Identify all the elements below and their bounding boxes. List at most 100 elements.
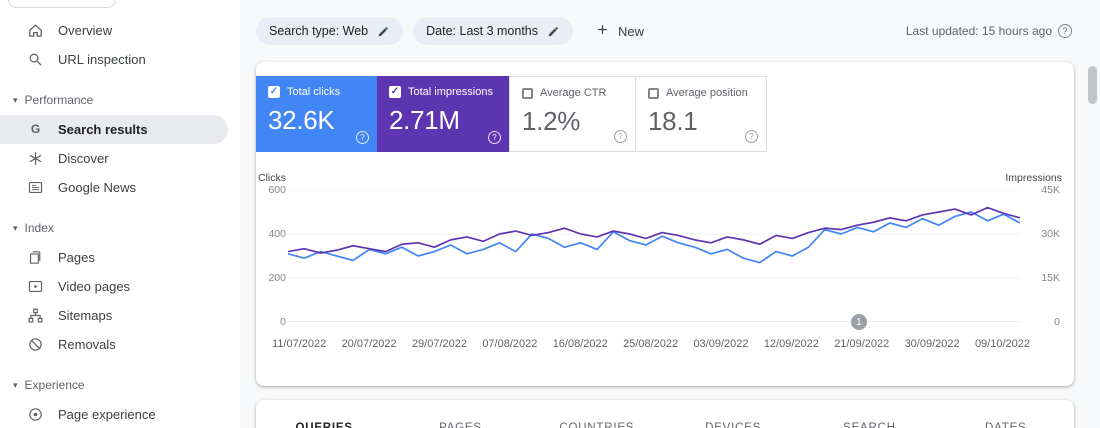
series-line-total-clicks [288,212,1020,263]
sidebar-item-video-pages[interactable]: Video pages [0,272,228,301]
section-label: Index [24,221,54,235]
sidebar-item-label: URL inspection [58,52,146,67]
right-tick-label: 45K [1041,184,1060,196]
right-axis-title: Impressions [1005,172,1062,184]
home-icon [26,22,44,40]
help-icon[interactable]: ? [1058,24,1072,38]
tab-countries[interactable]: COUNTRIES [559,422,635,428]
news-icon [26,179,44,197]
collapse-caret-icon: ▾ [13,379,18,390]
metric-value: 2.71M [389,105,460,135]
metric-value: 32.6K [268,105,335,135]
tab-devices[interactable]: DEVICES [705,422,762,428]
sidebar-item-overview[interactable]: Overview [0,16,228,45]
sidebar-item-pages[interactable]: Pages [0,243,228,272]
sidebar-item-label: Discover [58,151,109,166]
metric-tile-average-ctr[interactable]: Average CTR 1.2%? [509,76,636,152]
sidebar-item-label: Removals [58,337,116,352]
axis-titles: Clicks Impressions [258,172,1066,184]
google-g-icon: G [26,121,44,139]
sidebar-item-search-results[interactable]: G Search results [0,115,228,144]
line-chart-svg [288,190,1020,322]
left-axis-title: Clicks [258,172,286,184]
new-filter-label: New [618,23,645,39]
filter-chip-date-last-3-months[interactable]: Date: Last 3 months [413,17,574,45]
edit-pencil-icon [377,25,390,38]
right-tick-label: 30K [1041,228,1060,240]
help-icon[interactable]: ? [745,130,758,143]
sidebar-item-label: Google News [58,180,137,195]
x-tick-label: 07/08/2022 [482,338,538,350]
metric-label: Average position [666,87,748,99]
sidebar-item-label: Video pages [58,279,131,294]
collapse-caret-icon: ▾ [13,222,18,233]
tab-pages[interactable]: PAGES [439,422,482,428]
right-axis-ticks: 0 15K 30K 45K [1020,184,1066,328]
left-tick-label: 400 [268,228,286,240]
sidebar-item-google-news[interactable]: Google News [0,173,228,202]
sidebar-section-experience[interactable]: ▾ Experience [0,370,240,400]
metric-label: Average CTR [540,87,607,99]
sidebar-item-label: Overview [58,23,113,38]
collapse-caret-icon: ▾ [13,94,18,105]
filter-chip-search-type-web[interactable]: Search type: Web [256,17,404,45]
checkbox-checked-icon: ✓ [389,86,401,98]
sitemap-icon [26,307,44,325]
tab-dates[interactable]: DATES [985,422,1027,428]
metric-tile-total-clicks[interactable]: ✓ Total clicks 32.6K? [256,76,377,152]
x-tick-label: 09/10/2022 [974,338,1030,350]
page-experience-icon [26,406,44,424]
chart-annotation-marker[interactable]: 1 [850,314,867,330]
new-filter-button[interactable]: New [595,22,644,40]
sidebar-item-label: Page experience [58,407,156,422]
x-tick-label: 25/08/2022 [623,338,679,350]
sidebar-item-label: Pages [58,250,95,265]
x-tick-label: 11/07/2022 [272,338,327,350]
tab-search-appearance[interactable]: SEARCH APPEARANCE [843,422,896,428]
left-axis-ticks: 0 200 400 600 [258,184,288,328]
x-tick-label: 21/09/2022 [834,338,890,350]
help-icon[interactable]: ? [614,130,627,143]
x-tick-label: 12/09/2022 [763,338,819,350]
dimension-tabs: QUERIES PAGES COUNTRIES DEVICES SEARCH APPEA… [256,400,1074,428]
right-tick-label: 0 [1054,316,1060,328]
metric-tiles: ✓ Total clicks 32.6K? ✓ Total impressions 2.7… [256,62,1074,152]
performance-chart-card: ✓ Total clicks 32.6K? ✓ Total impressions 2.7… [256,62,1074,386]
metric-tile-average-position[interactable]: Average position 18.1? [635,76,767,152]
checkbox-unchecked-icon [648,87,659,99]
video-icon [26,278,44,296]
section-label: Performance [24,93,94,107]
line-chart[interactable]: 1 [288,190,1020,330]
help-icon[interactable]: ? [488,131,501,144]
left-tick-label: 200 [268,272,286,284]
filter-toolbar: Search type: Web Date: Last 3 months New … [240,0,1100,62]
sidebar-item-url-inspection[interactable]: URL inspection [0,45,228,74]
sidebar: Overview URL inspection ▾ Performance G Searc… [0,0,240,428]
sidebar-section-index[interactable]: ▾ Index [0,213,240,243]
tab-queries[interactable]: QUERIES [256,416,392,428]
pages-icon [26,249,44,267]
sidebar-item-sitemaps[interactable]: Sitemaps [0,301,228,330]
main-content: Search type: Web Date: Last 3 months New … [240,0,1100,428]
help-icon[interactable]: ? [356,131,369,144]
checkbox-checked-icon: ✓ [268,86,280,98]
vertical-scrollbar[interactable] [1088,66,1097,104]
chip-label: Date: Last 3 months [426,24,539,38]
property-selector-partial[interactable] [8,0,116,8]
svg-text:G: G [30,122,39,136]
metric-tile-total-impressions[interactable]: ✓ Total impressions 2.71M? [377,76,509,152]
metric-value: 1.2% [522,106,581,136]
metric-label: Total clicks [287,86,341,98]
sidebar-section-performance[interactable]: ▾ Performance [0,85,240,115]
sidebar-item-label: Search results [58,122,148,137]
last-updated-text: Last updated: 15 hours ago [905,24,1052,38]
discover-icon [26,150,44,168]
edit-pencil-icon [547,25,560,38]
sidebar-item-discover[interactable]: Discover [0,144,228,173]
last-updated: Last updated: 15 hours ago ? [906,24,1072,38]
dimension-tabs-card: QUERIES PAGES COUNTRIES DEVICES SEARCH APPEA… [256,400,1074,428]
x-tick-label: 20/07/2022 [341,338,397,350]
sidebar-item-page-experience[interactable]: Page experience [0,400,228,428]
sidebar-item-removals[interactable]: Removals [0,330,228,359]
